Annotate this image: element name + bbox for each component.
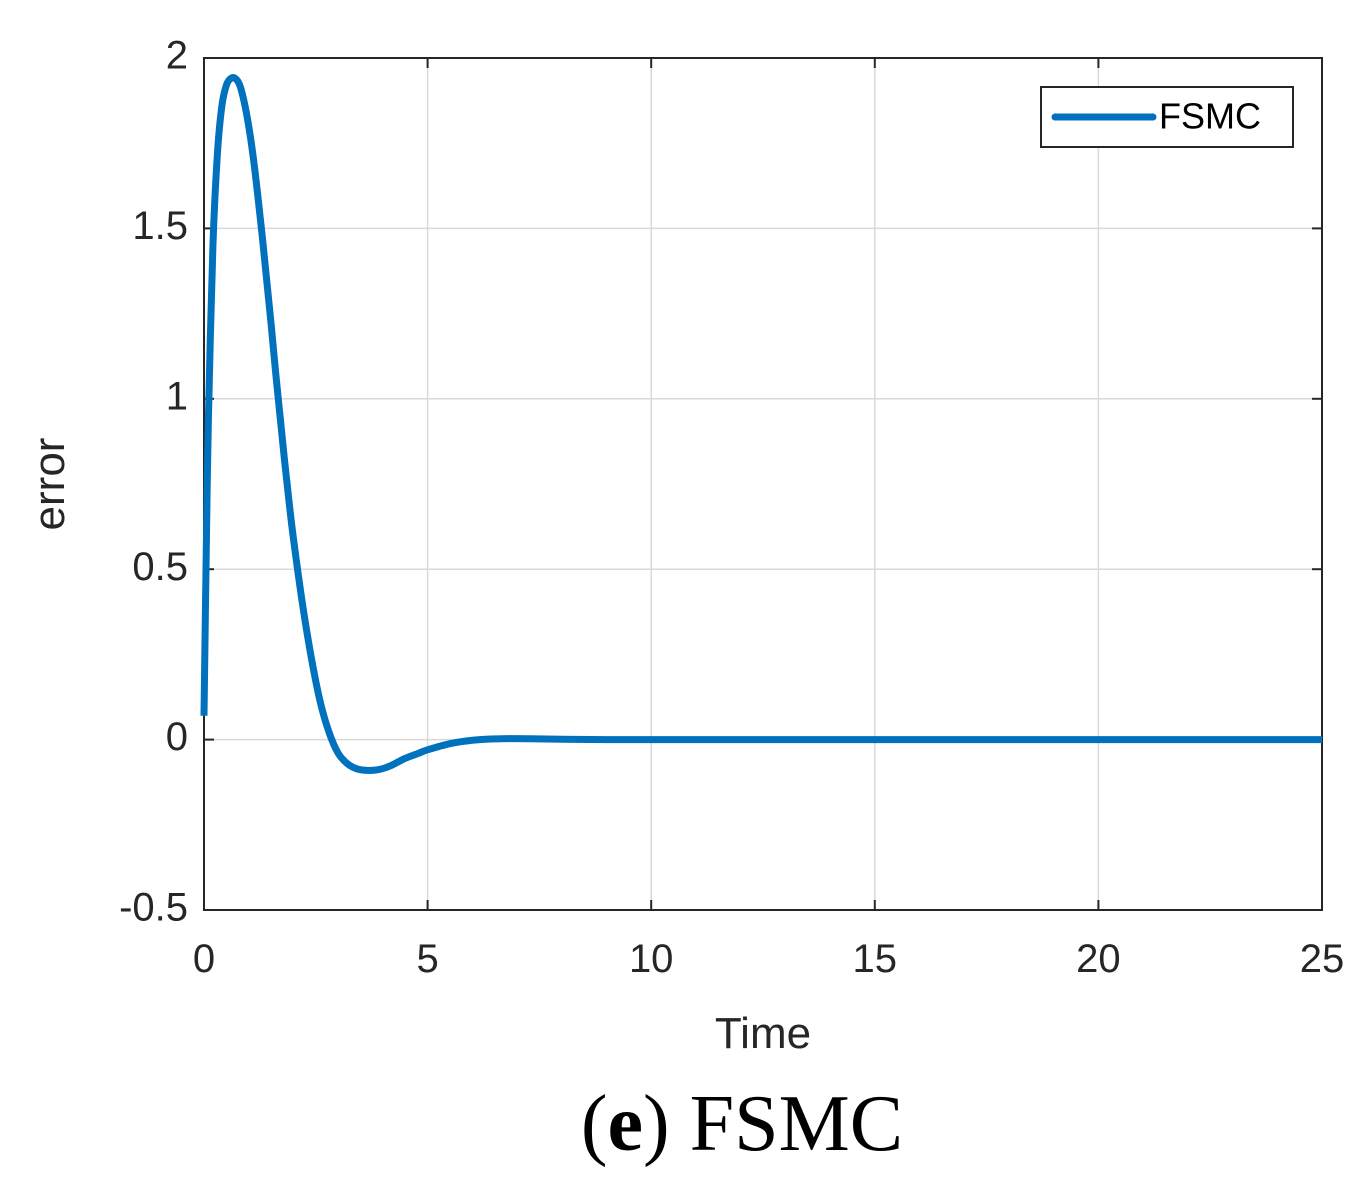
x-tick-label: 5	[416, 937, 438, 981]
y-tick-label: 1	[166, 374, 188, 418]
series-line-fsmc	[200, 74, 1322, 774]
y-tick-label: 0.5	[132, 545, 188, 589]
x-tick-label: 10	[629, 937, 674, 981]
x-axis-label: Time	[715, 1009, 811, 1058]
caption-open-paren: (	[581, 1080, 608, 1168]
y-axis-label: error	[25, 438, 74, 531]
caption-close-paren: )	[643, 1080, 670, 1168]
y-tick-label: 1.5	[132, 204, 188, 248]
caption-title: FSMC	[690, 1080, 903, 1168]
x-tick-label: 25	[1300, 937, 1345, 981]
grid-lines	[203, 57, 1323, 911]
caption-space	[670, 1080, 690, 1168]
caption-letter: e	[608, 1080, 644, 1168]
figure-caption: (e) FSMC	[581, 1080, 903, 1168]
legend-label-fsmc: FSMC	[1159, 96, 1261, 137]
series-layer	[200, 74, 1322, 774]
legend: FSMC	[1040, 86, 1294, 148]
x-tick-label: 0	[193, 937, 215, 981]
y-tick-label: 0	[166, 715, 188, 759]
y-tick-label: 2	[166, 34, 188, 78]
x-tick-label: 15	[853, 937, 898, 981]
axis-ticks: 0 5 10 15 20 25-0.500.511.52	[119, 34, 1344, 981]
plot-area-frame	[203, 57, 1323, 911]
x-tick-label: 20	[1076, 937, 1121, 981]
y-tick-label: -0.5	[119, 886, 188, 930]
